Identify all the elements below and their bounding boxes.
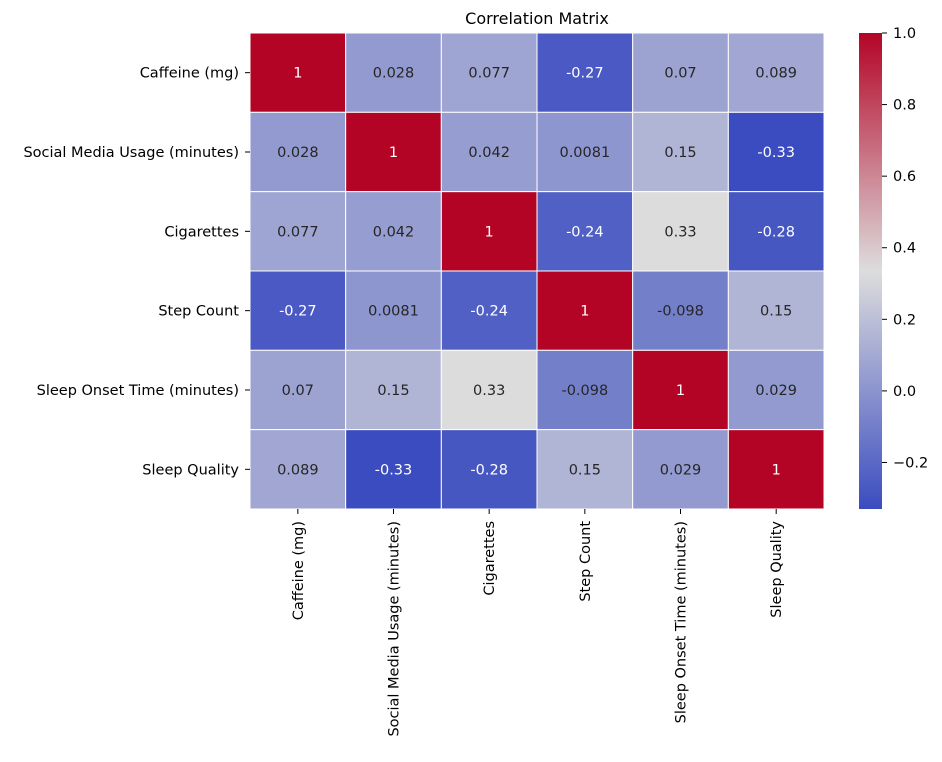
heatmap-cell <box>632 270 729 351</box>
heatmap-cell-label: -0.28 <box>470 462 508 478</box>
colorbar-ticks: −0.2 0.0 0.2 0.4 0.6 0.8 1.0 <box>882 26 928 471</box>
heatmap-cell <box>440 32 538 113</box>
heatmap-cell-label: 0.077 <box>277 224 319 240</box>
heatmap-cell-label: 0.077 <box>468 66 510 82</box>
colorbar-tick-label: 0.2 <box>893 312 916 328</box>
heatmap-cell-label: 1 <box>676 383 685 399</box>
heatmap-cell <box>727 429 825 510</box>
row-tick-label: Sleep Onset Time (minutes) <box>37 383 239 399</box>
heatmap-cell <box>249 349 347 431</box>
heatmap-cell <box>536 32 634 113</box>
heatmap-cell-label: -0.28 <box>757 224 795 240</box>
heatmap-cell-label: 0.0081 <box>559 145 610 161</box>
heatmap-cell-label: 0.089 <box>277 462 319 478</box>
heatmap-cell-label: 0.33 <box>664 224 696 240</box>
heatmap-cell-label: 0.028 <box>373 66 415 82</box>
heatmap-cell <box>345 32 442 113</box>
heatmap-cell-label: 0.042 <box>373 224 415 240</box>
heatmap-cell <box>249 270 347 351</box>
heatmap-cell <box>632 191 729 272</box>
heatmap-cell-label: -0.24 <box>470 304 508 320</box>
heatmap-cell <box>249 429 347 510</box>
heatmap-cell <box>536 429 634 510</box>
colorbar: −0.2 0.0 0.2 0.4 0.6 0.8 1.0 <box>859 26 928 509</box>
heatmap-cell <box>727 111 825 193</box>
column-tick-label: Caffeine (mg) <box>291 521 307 620</box>
heatmap-cell <box>440 270 538 351</box>
colorbar-tick-label: 0.0 <box>893 384 916 400</box>
row-tick-label: Step Count <box>158 304 239 320</box>
column-tick-labels: Caffeine (mg) Social Media Usage (minutes… <box>291 508 785 737</box>
heatmap-cell-labels: 1 0.028 0.077 -0.27 0.07 0.089 0.028 1 0.042 0.00… <box>277 66 797 479</box>
heatmap-cell-label: -0.24 <box>566 224 604 240</box>
heatmap-cell <box>536 191 634 272</box>
heatmap-cell-label: 0.33 <box>473 383 505 399</box>
heatmap-cell <box>345 191 442 272</box>
heatmap-cell <box>536 349 634 431</box>
colorbar-tick-label: −0.2 <box>893 455 928 471</box>
heatmap-cell-label: 0.042 <box>468 145 510 161</box>
heatmap-cell <box>632 429 729 510</box>
heatmap-cell-label: 0.089 <box>755 66 797 82</box>
heatmap-cell <box>727 270 825 351</box>
heatmap-cell-label: -0.098 <box>657 304 704 320</box>
heatmap-cell-label: 0.15 <box>377 383 409 399</box>
column-tick-label: Social Media Usage (minutes) <box>387 521 403 737</box>
heatmap-cell <box>440 191 538 272</box>
heatmap-cell <box>536 111 634 193</box>
row-tick-label: Sleep Quality <box>142 462 239 478</box>
heatmap-cell <box>440 349 538 431</box>
heatmap-cell <box>536 270 634 351</box>
heatmap-cell-label: 0.028 <box>277 145 319 161</box>
column-tick-label: Step Count <box>578 521 594 602</box>
colorbar-gradient <box>859 33 882 509</box>
heatmap-cell-label: 0.07 <box>664 66 696 82</box>
heatmap-cell-label: 0.029 <box>660 462 702 478</box>
heatmap-cell-label: 0.029 <box>755 383 797 399</box>
heatmap-cell-label: 1 <box>772 462 781 478</box>
heatmap-cell-label: 1 <box>580 304 589 320</box>
heatmap-cell <box>345 111 442 193</box>
row-tick-label: Social Media Usage (minutes) <box>23 145 239 161</box>
heatmap-cell <box>632 32 729 113</box>
row-tick-label: Caffeine (mg) <box>140 66 239 82</box>
heatmap-cell-label: 1 <box>293 66 302 82</box>
colorbar-tick-label: 1.0 <box>893 26 916 42</box>
heatmap-cell-label: -0.098 <box>561 383 608 399</box>
heatmap-cell-label: 1 <box>389 145 398 161</box>
heatmap-cell <box>345 270 442 351</box>
heatmap-cell-label: 0.15 <box>760 304 792 320</box>
heatmap-cell <box>727 191 825 272</box>
heatmap-cell <box>249 32 347 113</box>
heatmap-cell-label: -0.33 <box>757 145 795 161</box>
heatmap-cell-label: -0.27 <box>566 66 604 82</box>
heatmap-cell-label: 0.07 <box>282 383 314 399</box>
colorbar-tick-label: 0.8 <box>893 98 916 114</box>
column-tick-label: Sleep Quality <box>769 521 785 618</box>
heatmap-cell-label: 0.15 <box>664 145 696 161</box>
column-tick-label: Cigarettes <box>482 521 498 596</box>
colorbar-tick-label: 0.6 <box>893 169 916 185</box>
row-tick-label: Cigarettes <box>164 224 239 240</box>
heatmap-cell-label: -0.33 <box>375 462 413 478</box>
colorbar-tick-label: 0.4 <box>893 241 916 257</box>
heatmap-cell-label: 0.15 <box>569 462 601 478</box>
heatmap-cell-label: 1 <box>485 224 494 240</box>
heatmap-cell-label: 0.0081 <box>368 304 419 320</box>
heatmap-cell <box>727 349 825 431</box>
column-tick-label: Sleep Onset Time (minutes) <box>674 521 690 723</box>
heatmap-cells <box>249 32 825 510</box>
chart-title: Correlation Matrix <box>465 9 609 28</box>
heatmap-cell <box>727 32 825 113</box>
heatmap-cell <box>249 191 347 272</box>
heatmap-cell-label: -0.27 <box>279 304 317 320</box>
heatmap-cell <box>632 349 729 431</box>
row-tick-labels: Caffeine (mg) Social Media Usage (minutes… <box>23 66 250 478</box>
